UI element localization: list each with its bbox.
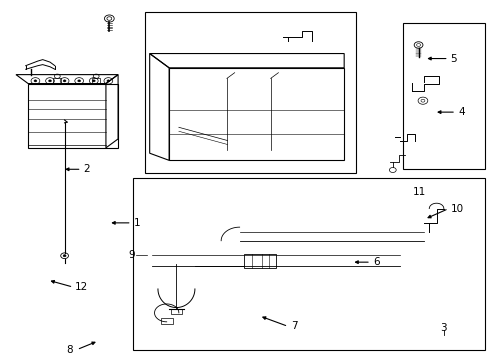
Bar (402, 23, 484, 169)
Text: 4: 4 (457, 107, 464, 117)
Circle shape (107, 80, 110, 82)
Bar (169, 68, 344, 160)
Circle shape (92, 80, 95, 82)
Bar (170, 309, 182, 314)
Bar (244, 254, 276, 267)
Text: 7: 7 (290, 321, 297, 332)
Bar (144, 12, 356, 173)
Text: 1: 1 (133, 218, 140, 228)
Text: 2: 2 (83, 164, 90, 174)
Text: 3: 3 (440, 323, 446, 333)
Text: 10: 10 (450, 203, 463, 213)
Bar (161, 318, 172, 324)
Bar (28, 84, 118, 148)
Text: 11: 11 (412, 187, 426, 197)
Text: 12: 12 (75, 282, 88, 292)
Circle shape (78, 80, 81, 82)
Bar (132, 178, 484, 350)
Bar (92, 78, 100, 84)
Bar (53, 78, 61, 84)
Text: 6: 6 (372, 257, 379, 267)
Text: 5: 5 (450, 54, 456, 64)
Text: 9: 9 (128, 250, 135, 260)
Text: 8: 8 (66, 345, 73, 355)
Circle shape (63, 80, 66, 82)
Circle shape (48, 80, 51, 82)
Circle shape (34, 80, 37, 82)
Circle shape (63, 255, 66, 257)
